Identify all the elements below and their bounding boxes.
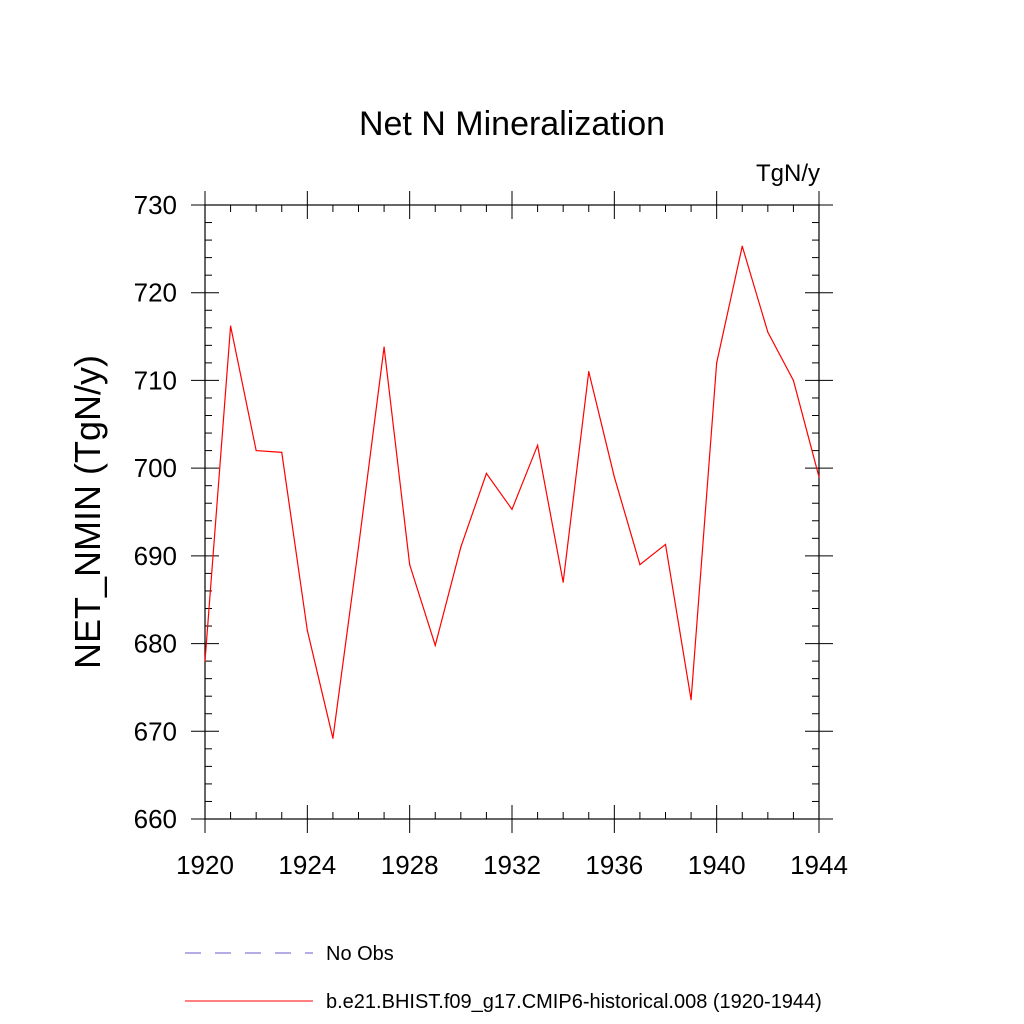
y-tick-label: 710 xyxy=(134,365,177,395)
series-line-0 xyxy=(204,246,820,739)
y-tick-label: 680 xyxy=(134,629,177,659)
data-point xyxy=(639,564,641,566)
data-point xyxy=(792,379,795,382)
data-point xyxy=(588,371,590,373)
y-tick-label: 720 xyxy=(134,278,177,308)
tick-marks xyxy=(191,191,833,833)
x-tick-label: 1932 xyxy=(483,850,541,880)
data-point xyxy=(204,660,206,662)
y-tick-label: 730 xyxy=(134,190,177,220)
data-point xyxy=(357,546,360,548)
x-tick-label: 1940 xyxy=(688,850,746,880)
series-layer xyxy=(204,245,820,739)
data-point xyxy=(281,451,283,453)
data-point xyxy=(664,543,667,546)
data-point xyxy=(485,472,488,475)
data-point xyxy=(460,546,462,548)
x-tick-label: 1936 xyxy=(585,850,643,880)
data-point xyxy=(306,629,308,632)
data-point xyxy=(690,699,692,701)
data-point xyxy=(229,325,232,327)
x-tick-label: 1924 xyxy=(278,850,336,880)
data-point xyxy=(767,331,769,333)
legend-label-historical: b.e21.BHIST.f09_g17.CMIP6-historical.008… xyxy=(326,991,822,1013)
data-point xyxy=(409,564,411,566)
chart-title: Net N Mineralization xyxy=(359,105,665,143)
x-tick-label: 1928 xyxy=(381,850,439,880)
data-point xyxy=(332,737,334,739)
data-point xyxy=(434,644,436,646)
x-tick-label: 1944 xyxy=(790,850,848,880)
legend-label-no-obs: No Obs xyxy=(326,943,394,965)
y-tick-label: 700 xyxy=(134,453,177,483)
plot-frame xyxy=(204,204,820,820)
y-tick-label: 690 xyxy=(134,541,177,571)
data-point xyxy=(818,476,820,478)
data-point xyxy=(511,508,513,510)
units-label: TgN/y xyxy=(756,160,820,187)
data-point xyxy=(741,245,743,247)
data-point xyxy=(562,581,564,583)
data-point xyxy=(255,450,257,452)
data-point xyxy=(716,362,718,364)
tick-labels: 1920 1924 1928 1932 1936 1940 1944 660 670 680 690… xyxy=(134,190,848,880)
data-point xyxy=(383,346,385,348)
y-tick-label: 660 xyxy=(134,804,177,834)
legend: No Obs b.e21.BHIST.f09_g17.CMIP6-histori… xyxy=(185,943,822,1013)
data-point xyxy=(536,444,539,446)
y-axis-label: NET_NMIN (TgN/y) xyxy=(67,355,108,669)
data-point xyxy=(613,476,615,478)
y-tick-label: 670 xyxy=(134,716,177,746)
x-tick-label: 1920 xyxy=(176,850,234,880)
